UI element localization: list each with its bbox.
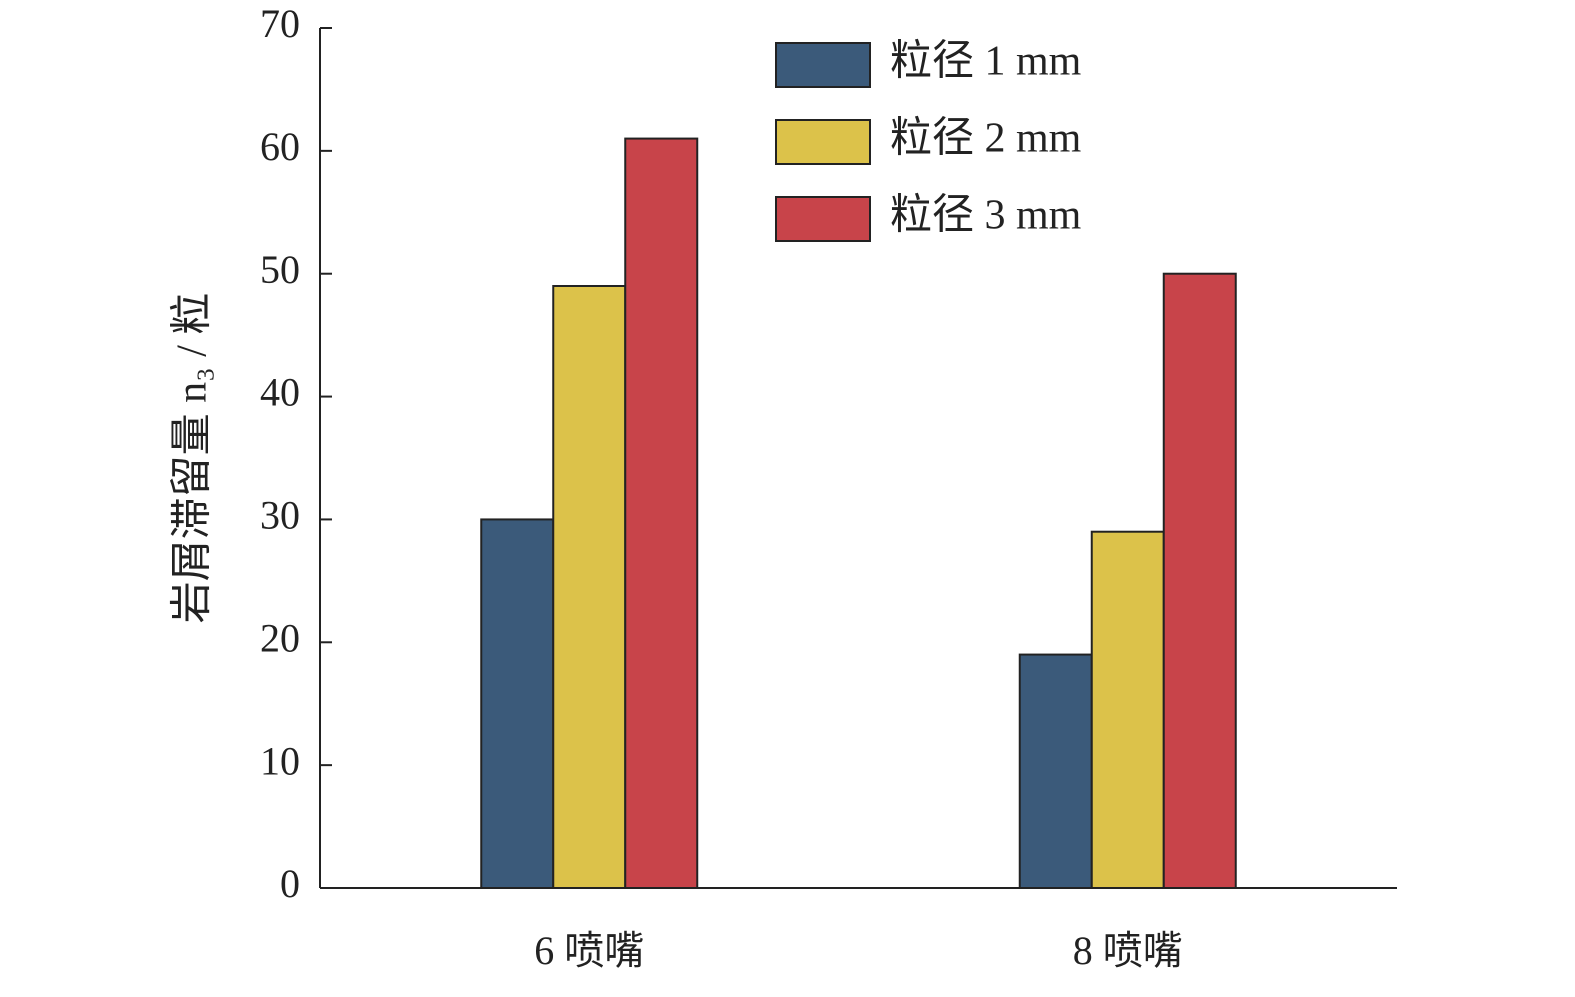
y-tick-label: 20 xyxy=(260,615,300,660)
legend-label: 粒径 3 mm xyxy=(890,193,1082,239)
y-axis-label: 岩屑滞留量 n₃ / 粒 xyxy=(170,293,216,624)
bar xyxy=(1090,530,1165,889)
legend-label: 粒径 1 mm xyxy=(890,39,1082,85)
x-tick-label: 6 喷嘴 xyxy=(534,928,644,973)
y-tick-label: 60 xyxy=(260,124,300,169)
y-tick-label: 40 xyxy=(260,370,300,415)
x-tick-label: 8 喷嘴 xyxy=(1073,928,1183,973)
y-tick-label: 50 xyxy=(260,247,300,292)
legend-swatch xyxy=(775,42,871,88)
y-tick-label: 10 xyxy=(260,738,300,783)
bar xyxy=(552,285,627,889)
y-tick-label: 30 xyxy=(260,493,300,538)
bar xyxy=(1162,272,1237,889)
y-tick-label: 0 xyxy=(280,861,300,906)
legend-swatch xyxy=(775,119,871,165)
legend-swatch xyxy=(775,196,871,242)
bar xyxy=(480,518,555,890)
bar xyxy=(1018,653,1093,889)
bar xyxy=(624,137,699,890)
legend-label: 粒径 2 mm xyxy=(890,116,1082,162)
y-tick-label: 70 xyxy=(260,1,300,46)
